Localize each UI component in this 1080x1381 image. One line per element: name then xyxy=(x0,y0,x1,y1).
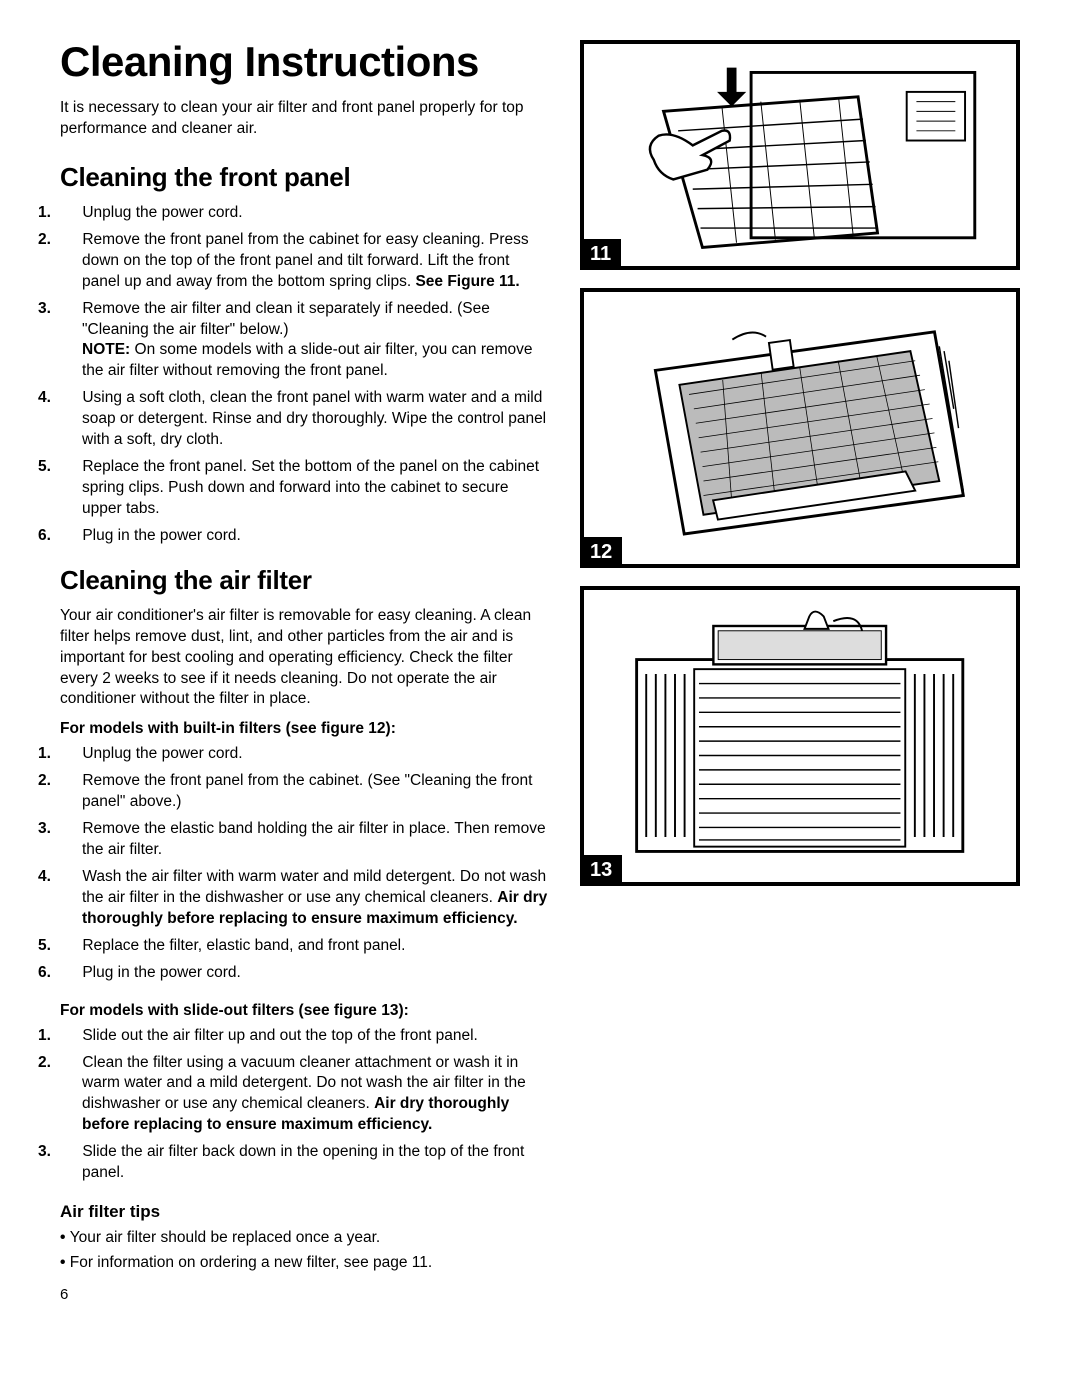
list-item: 6. Plug in the power cord. xyxy=(60,526,550,547)
list-item: 4. Wash the air filter with warm water a… xyxy=(60,867,550,930)
list-item: 1. Unplug the power cord. xyxy=(60,744,550,765)
figure-13: 13 xyxy=(580,586,1020,886)
section1-list: 1. Unplug the power cord. 2. Remove the … xyxy=(60,203,550,547)
list-item: 5. Replace the filter, elastic band, and… xyxy=(60,936,550,957)
intro-text: It is necessary to clean your air filter… xyxy=(60,98,550,140)
page-number: 6 xyxy=(60,1286,550,1303)
figure-label: 12 xyxy=(580,537,622,568)
section2-list1: 1. Unplug the power cord. 2. Remove the … xyxy=(60,744,550,983)
list-item: Your air filter should be replaced once … xyxy=(60,1228,550,1249)
list-item: 2. Clean the filter using a vacuum clean… xyxy=(60,1053,550,1137)
section1-title: Cleaning the front panel xyxy=(60,162,550,193)
list-item: For information on ordering a new filter… xyxy=(60,1253,550,1274)
list-item: 3. Slide the air filter back down in the… xyxy=(60,1142,550,1184)
figure-12: 12 xyxy=(580,288,1020,568)
section2-para: Your air conditioner's air filter is rem… xyxy=(60,606,550,711)
section2-list2: 1. Slide out the air filter up and out t… xyxy=(60,1026,550,1184)
list-item: 2. Remove the front panel from the cabin… xyxy=(60,771,550,813)
sub2-head: For models with slide-out filters (see f… xyxy=(60,1002,550,1020)
list-item: 3. Remove the elastic band holding the a… xyxy=(60,819,550,861)
list-item: 2. Remove the front panel from the cabin… xyxy=(60,230,550,293)
list-item: 3. Remove the air filter and clean it se… xyxy=(60,299,550,383)
list-item: 1. Unplug the power cord. xyxy=(60,203,550,224)
figure-13-illustration xyxy=(601,602,998,871)
list-item: 5. Replace the front panel. Set the bott… xyxy=(60,457,550,520)
tips-head: Air filter tips xyxy=(60,1202,550,1222)
figure-label: 13 xyxy=(580,855,622,886)
tips-list: Your air filter should be replaced once … xyxy=(60,1228,550,1274)
section2-title: Cleaning the air filter xyxy=(60,565,550,596)
list-item: 4. Using a soft cloth, clean the front p… xyxy=(60,388,550,451)
list-item: 1. Slide out the air filter up and out t… xyxy=(60,1026,550,1047)
sub1-head: For models with built-in filters (see fi… xyxy=(60,720,550,738)
figure-12-illustration xyxy=(601,303,998,553)
figure-11-illustration xyxy=(601,53,998,257)
figure-11: 11 xyxy=(580,40,1020,270)
figure-label: 11 xyxy=(580,239,621,270)
main-title: Cleaning Instructions xyxy=(60,40,550,84)
list-item: 6. Plug in the power cord. xyxy=(60,963,550,984)
